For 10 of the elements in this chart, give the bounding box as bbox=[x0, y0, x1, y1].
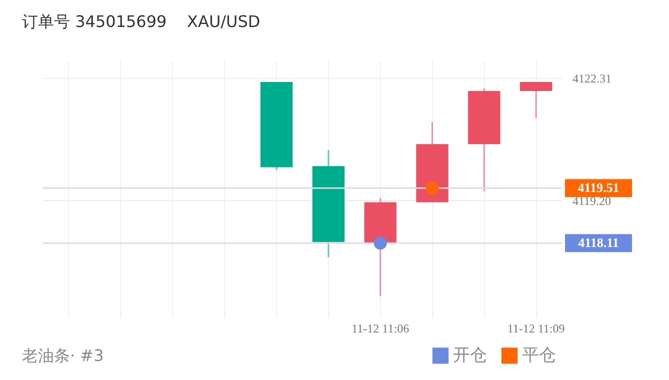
legend-label: 开仓 bbox=[453, 346, 487, 366]
x-tick-label: 11-12 11:09 bbox=[507, 322, 565, 336]
x-tick-label: 11-12 11:06 bbox=[352, 322, 410, 336]
ref-line-label: 4119.51 bbox=[578, 180, 620, 196]
y-tick-label: 4122.31 bbox=[572, 72, 612, 86]
ref-line-label: 4118.11 bbox=[578, 235, 619, 250]
text: 老油条· #3 bbox=[22, 346, 104, 367]
chart-title: 订单号 345015699 XAU/USD bbox=[22, 12, 260, 33]
legend-label: 平仓 bbox=[522, 346, 556, 366]
y-tick-label: 4119.20 bbox=[572, 194, 612, 208]
